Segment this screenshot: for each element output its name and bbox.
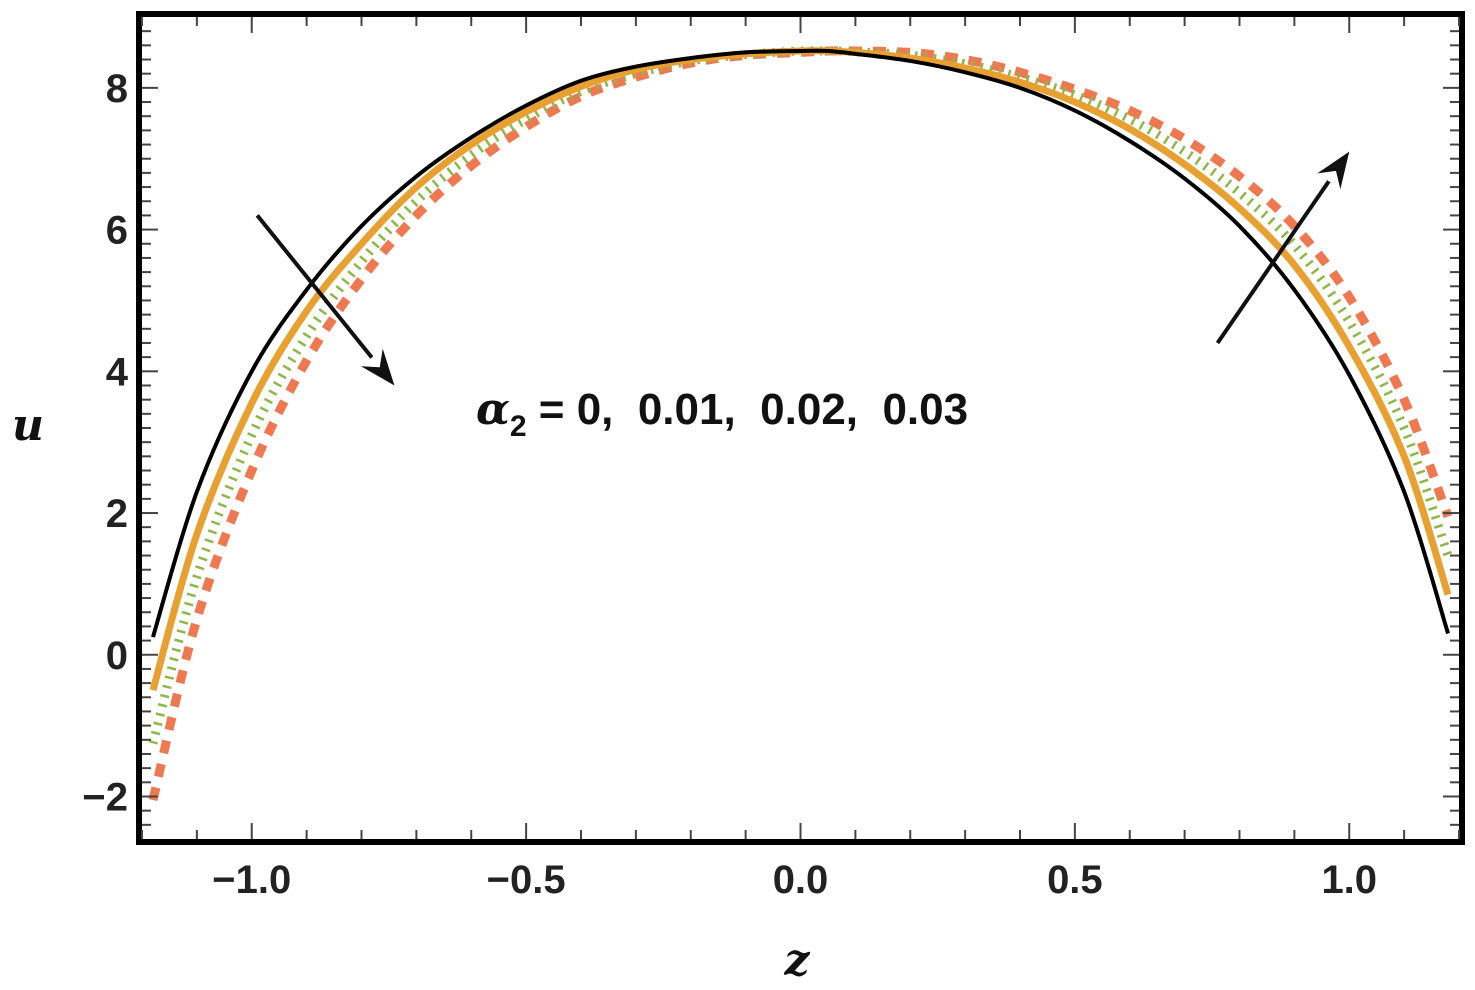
y-axis-label: u [12, 400, 44, 451]
alpha-symbol: α [476, 384, 510, 435]
arrow-shaft-2 [1215, 180, 1331, 345]
arrows [255, 151, 1350, 386]
annotation-values: = 0, 0.01, 0.02, 0.03 [527, 385, 969, 434]
x-axis-label: z [784, 935, 811, 986]
y-tick-label: 8 [106, 67, 128, 111]
y-tick-label: 4 [106, 350, 129, 394]
y-tick-label: 2 [106, 492, 128, 536]
y-ticks: −2 0 2 4 6 8 [82, 30, 1459, 826]
series-line-4 [148, 46, 1453, 802]
arrow-head-2 [1317, 151, 1350, 190]
y-tick-label: 6 [106, 209, 128, 253]
arrow-shaft-1 [255, 214, 374, 359]
plot-frame [136, 11, 1465, 845]
x-ticks: −1.0 −0.5 0.0 0.5 1.0 [141, 17, 1460, 902]
arrow-head-1 [360, 348, 395, 386]
alpha-subscript: 2 [510, 410, 527, 443]
y-tick-label: 0 [106, 634, 128, 678]
x-tick-label: 0.5 [1047, 858, 1103, 902]
x-tick-label: −0.5 [487, 858, 566, 902]
x-tick-label: 1.0 [1321, 858, 1377, 902]
x-tick-label: 0.0 [773, 858, 829, 902]
x-tick-label: −1.0 [212, 858, 291, 902]
legend-annotation: α2 = 0, 0.01, 0.02, 0.03 [476, 384, 968, 443]
y-tick-label: −2 [82, 775, 128, 819]
